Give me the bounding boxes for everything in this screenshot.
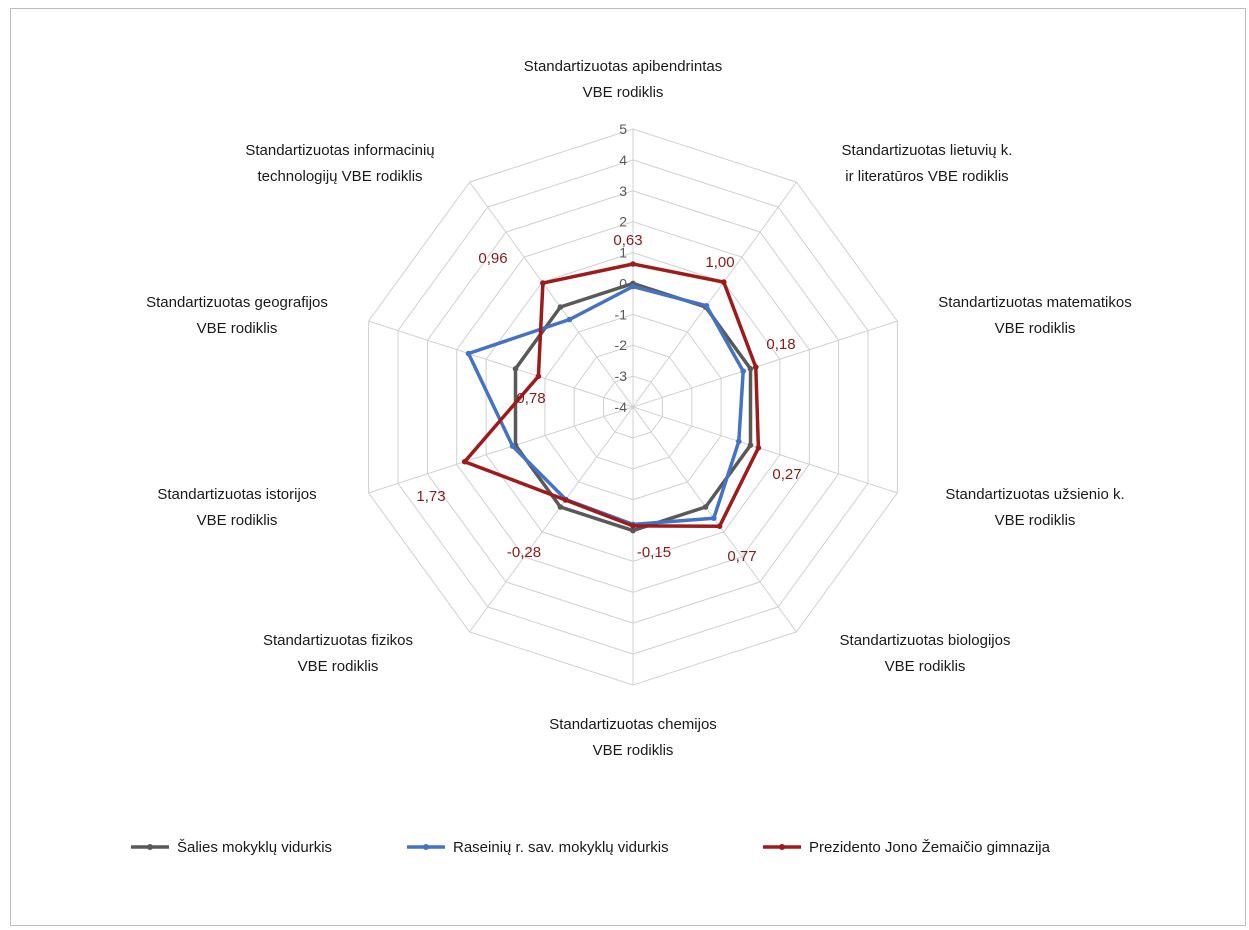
data-point (630, 527, 636, 534)
data-label: 0,27 (772, 466, 801, 483)
category-label: technologijų VBE rodiklis (257, 168, 422, 185)
axis-spoke (632, 406, 898, 494)
category-label: Standartizuotas informacinių (245, 142, 434, 159)
category-label: VBE rodiklis (593, 742, 674, 759)
data-label: 0,18 (766, 336, 795, 353)
category-label: Standartizuotas geografijos (146, 294, 328, 311)
data-point (740, 368, 746, 375)
data-label: 0,78 (516, 390, 545, 407)
data-point (557, 504, 564, 510)
category-label: ir literatūros VBE rodiklis (845, 168, 1008, 185)
data-point (755, 445, 762, 451)
data-point (703, 303, 710, 309)
data-point (747, 366, 754, 372)
data-label: 1,00 (705, 254, 734, 271)
axis-spoke (469, 181, 634, 408)
data-point (540, 280, 546, 286)
series-line (462, 262, 761, 528)
tick-label: -2 (615, 337, 628, 353)
category-label: VBE rodiklis (197, 512, 278, 529)
tick-label: -3 (615, 368, 628, 384)
tick-label: -1 (615, 306, 628, 322)
category-label: VBE rodiklis (885, 658, 966, 675)
category-label: Standartizuotas matematikos (938, 294, 1131, 311)
tick-label: 4 (619, 152, 627, 168)
data-label: 0,63 (613, 232, 642, 249)
legend-marker (423, 844, 429, 850)
data-point (630, 283, 636, 290)
category-label: Standartizuotas fizikos (263, 632, 413, 649)
data-point (630, 261, 636, 267)
category-label: Standartizuotas istorijos (157, 486, 316, 503)
chart-frame: -4 -3 -2 -1 0 1 2 3 4 5 Standartizuotas apibendrin… (10, 8, 1246, 926)
data-point (465, 350, 472, 357)
category-label: Standartizuotas užsienio k. (945, 486, 1124, 503)
category-label: VBE rodiklis (995, 512, 1076, 529)
data-point (509, 443, 516, 449)
data-point (535, 373, 542, 380)
data-point (736, 438, 742, 445)
legend-marker (779, 844, 785, 850)
tick-label: 3 (619, 183, 627, 199)
tick-label: 5 (619, 121, 627, 137)
series-line (466, 284, 745, 527)
category-label: VBE rodiklis (995, 320, 1076, 337)
category-label: VBE rodiklis (583, 84, 664, 101)
axis-spoke (368, 320, 634, 408)
data-label: -0,15 (637, 544, 671, 561)
tick-label: 0 (619, 275, 627, 291)
data-label: 0,96 (478, 250, 507, 267)
data-point (711, 515, 717, 521)
data-label: -0,28 (507, 544, 541, 561)
category-label: VBE rodiklis (197, 320, 278, 337)
data-point (557, 304, 564, 310)
data-point (747, 442, 754, 449)
legend-label: Prezidento Jono Žemaičio gimnazija (809, 839, 1051, 856)
category-label: Standartizuotas biologijos (840, 632, 1011, 649)
axis-spoke (632, 320, 898, 408)
data-point (461, 458, 468, 465)
data-label: 1,73 (416, 488, 445, 505)
category-label: Standartizuotas apibendrintas (524, 58, 722, 75)
tick-label: -4 (615, 399, 628, 415)
tick-label: 1 (619, 245, 627, 261)
category-label: Standartizuotas chemijos (549, 716, 717, 733)
axis-spoke (632, 181, 797, 408)
data-point (721, 279, 727, 285)
data-point (753, 364, 759, 370)
legend-label: Šalies mokyklų vidurkis (177, 839, 332, 856)
legend-label: Raseinių r. sav. mokyklų vidurkis (453, 839, 669, 856)
data-label: 0,77 (727, 548, 756, 565)
category-label: Standartizuotas lietuvių k. (842, 142, 1013, 159)
data-point (512, 366, 519, 372)
tick-label: 2 (619, 214, 627, 230)
category-label: VBE rodiklis (298, 658, 379, 675)
data-point (716, 523, 723, 529)
legend-marker (147, 844, 153, 850)
data-point (702, 504, 709, 510)
radar-chart: -4 -3 -2 -1 0 1 2 3 4 5 Standartizuotas apibendrin… (131, 58, 1132, 856)
axis-spoke (469, 406, 634, 633)
data-point (630, 523, 636, 529)
data-point (562, 497, 569, 503)
data-point (566, 316, 573, 323)
axis-spoke (368, 406, 634, 494)
